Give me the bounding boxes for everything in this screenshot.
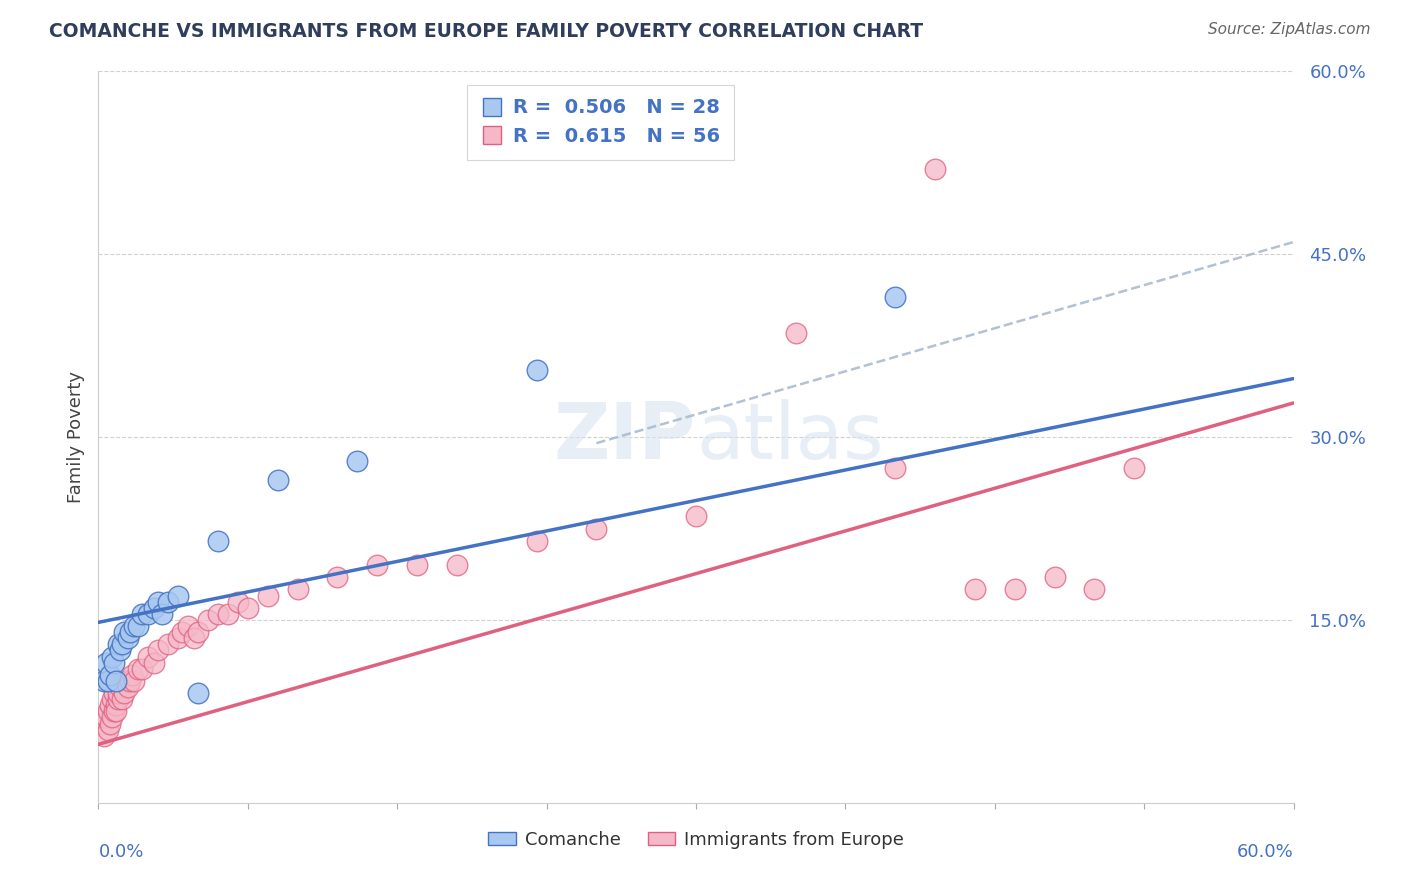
Point	[93, 729, 115, 743]
Point	[98, 667, 122, 681]
Point	[101, 710, 124, 724]
Point	[115, 673, 138, 688]
Point	[124, 619, 146, 633]
Point	[167, 589, 190, 603]
Point	[107, 637, 129, 651]
Point	[120, 625, 142, 640]
Point	[136, 649, 159, 664]
Text: 0.0%: 0.0%	[98, 843, 143, 861]
Point	[267, 473, 290, 487]
Point	[884, 460, 907, 475]
Point	[148, 594, 170, 608]
Point	[98, 698, 122, 713]
Point	[117, 680, 139, 694]
Point	[112, 686, 135, 700]
Point	[1083, 582, 1105, 597]
Text: atlas: atlas	[696, 399, 883, 475]
Point	[406, 558, 429, 573]
Point	[110, 643, 132, 657]
Point	[207, 607, 229, 621]
Point	[207, 533, 229, 548]
Point	[136, 607, 159, 621]
Point	[97, 723, 120, 737]
Point	[526, 533, 548, 548]
Point	[143, 656, 166, 670]
Point	[924, 161, 946, 176]
Point	[256, 589, 278, 603]
Point	[112, 625, 135, 640]
Point	[150, 607, 173, 621]
Text: Source: ZipAtlas.com: Source: ZipAtlas.com	[1208, 22, 1371, 37]
Point	[101, 692, 124, 706]
Point	[101, 649, 124, 664]
Point	[884, 290, 907, 304]
Point	[177, 619, 200, 633]
Point	[963, 582, 986, 597]
Point	[127, 662, 149, 676]
Point	[236, 600, 259, 615]
Point	[131, 662, 153, 676]
Text: COMANCHE VS IMMIGRANTS FROM EUROPE FAMILY POVERTY CORRELATION CHART: COMANCHE VS IMMIGRANTS FROM EUROPE FAMIL…	[49, 22, 924, 41]
Point	[91, 716, 114, 731]
Point	[346, 454, 368, 468]
Point	[93, 673, 115, 688]
Point	[111, 692, 134, 706]
Point	[107, 692, 129, 706]
Point	[110, 680, 132, 694]
Point	[105, 673, 128, 688]
Point	[1043, 570, 1066, 584]
Point	[111, 637, 134, 651]
Point	[287, 582, 309, 597]
Point	[131, 607, 153, 621]
Text: ZIP: ZIP	[554, 399, 696, 475]
Point	[98, 716, 122, 731]
Point	[121, 667, 143, 681]
Point	[143, 600, 166, 615]
Point	[96, 710, 118, 724]
Point	[148, 643, 170, 657]
Point	[103, 656, 125, 670]
Point	[366, 558, 388, 573]
Point	[157, 637, 180, 651]
Point	[217, 607, 239, 621]
Point	[167, 632, 190, 646]
Point	[127, 619, 149, 633]
Point	[124, 673, 146, 688]
Point	[585, 521, 607, 535]
Point	[685, 509, 707, 524]
Point	[157, 594, 180, 608]
Point	[105, 698, 128, 713]
Point	[103, 686, 125, 700]
Point	[183, 632, 205, 646]
Legend: Comanche, Immigrants from Europe: Comanche, Immigrants from Europe	[481, 823, 911, 856]
Point	[172, 625, 194, 640]
Point	[785, 326, 807, 341]
Point	[197, 613, 219, 627]
Point	[97, 673, 120, 688]
Text: 60.0%: 60.0%	[1237, 843, 1294, 861]
Point	[526, 363, 548, 377]
Point	[1123, 460, 1146, 475]
Point	[120, 673, 142, 688]
Point	[105, 705, 128, 719]
Point	[446, 558, 468, 573]
Y-axis label: Family Poverty: Family Poverty	[66, 371, 84, 503]
Point	[326, 570, 349, 584]
Point	[96, 656, 118, 670]
Point	[187, 686, 209, 700]
Point	[107, 686, 129, 700]
Point	[1004, 582, 1026, 597]
Point	[97, 705, 120, 719]
Point	[187, 625, 209, 640]
Point	[226, 594, 249, 608]
Point	[117, 632, 139, 646]
Point	[103, 705, 125, 719]
